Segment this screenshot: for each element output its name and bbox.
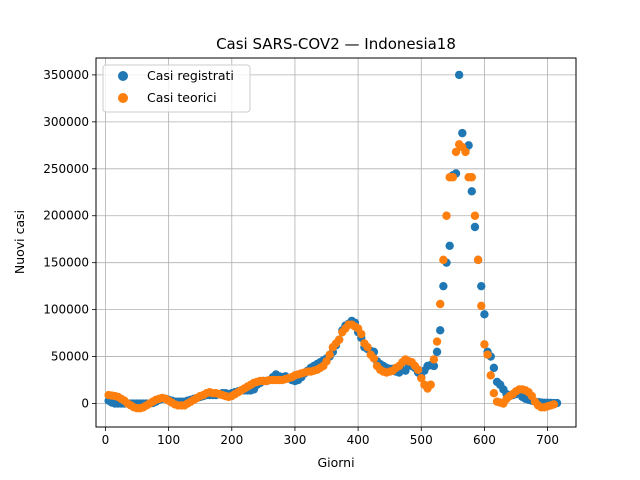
y-tick-label: 150000: [43, 256, 89, 270]
data-point: [461, 147, 470, 157]
data-point: [369, 354, 379, 363]
y-axis: 0 50000 100000 150000 200000 250000 300000 3500…: [43, 68, 96, 411]
data-point: [432, 347, 442, 357]
plot-area: [96, 58, 576, 427]
data-point: [426, 380, 435, 389]
data-point: [436, 299, 445, 309]
data-point: [549, 400, 559, 409]
y-tick-label: 300000: [43, 115, 89, 129]
data-point: [464, 141, 473, 150]
x-tick-label: 600: [473, 433, 496, 447]
data-point: [470, 222, 480, 232]
data-point: [401, 366, 410, 375]
data-point: [322, 357, 331, 366]
data-point: [439, 281, 448, 291]
y-axis-label: Nuovi casi: [12, 210, 27, 274]
data-point: [357, 329, 366, 339]
y-tick-label: 50000: [51, 350, 89, 364]
x-axis-label: Giorni: [317, 455, 354, 470]
data-point: [467, 187, 476, 196]
data-point: [429, 355, 439, 364]
data-point: [480, 310, 489, 319]
data-point: [470, 211, 480, 220]
data-point: [448, 173, 458, 182]
data-point: [473, 255, 483, 265]
data-point: [363, 342, 372, 352]
legend-label-teorici: Casi teorici: [147, 90, 217, 105]
x-tick-label: 500: [410, 433, 433, 447]
data-point: [454, 70, 464, 80]
chart-title: Casi SARS-COV2 — Indonesia18: [216, 35, 456, 53]
data-point: [483, 350, 492, 359]
x-tick-label: 700: [536, 433, 559, 447]
data-point: [489, 363, 499, 373]
data-point: [489, 388, 499, 398]
data-points: [104, 70, 562, 413]
data-point: [429, 361, 439, 371]
x-tick-label: 300: [283, 433, 306, 447]
series-casi-teorici: [104, 140, 559, 413]
x-tick-label: 0: [102, 433, 110, 447]
data-point: [486, 371, 495, 380]
data-point: [477, 281, 486, 291]
y-tick-label: 350000: [43, 68, 89, 82]
data-point: [334, 335, 344, 344]
data-point: [432, 337, 442, 346]
legend-label-registrati: Casi registrati: [147, 68, 234, 83]
data-point: [477, 301, 486, 311]
data-point: [480, 340, 489, 349]
y-tick-label: 250000: [43, 162, 89, 176]
x-tick-label: 200: [220, 433, 243, 447]
y-tick-label: 200000: [43, 209, 89, 223]
x-tick-label: 400: [347, 433, 370, 447]
data-point: [413, 365, 423, 374]
data-point: [458, 128, 467, 138]
x-axis: 0 100 200 300 400 500 600 700: [102, 427, 559, 447]
y-tick-label: 100000: [43, 303, 89, 317]
x-tick-label: 100: [157, 433, 180, 447]
legend-marker-teorici: [118, 93, 128, 103]
y-tick-label: 0: [81, 397, 89, 411]
plot-frame: [95, 57, 577, 428]
data-point: [439, 255, 448, 265]
data-point: [451, 147, 461, 157]
data-point: [442, 211, 451, 220]
data-point: [417, 373, 426, 383]
legend-box: [102, 64, 251, 113]
legend-marker-registrati: [118, 71, 128, 81]
data-point: [467, 173, 476, 182]
legend: Casi registrati Casi teorici: [102, 64, 251, 113]
data-point: [445, 241, 454, 250]
data-point: [436, 326, 445, 335]
data-point: [325, 350, 334, 359]
